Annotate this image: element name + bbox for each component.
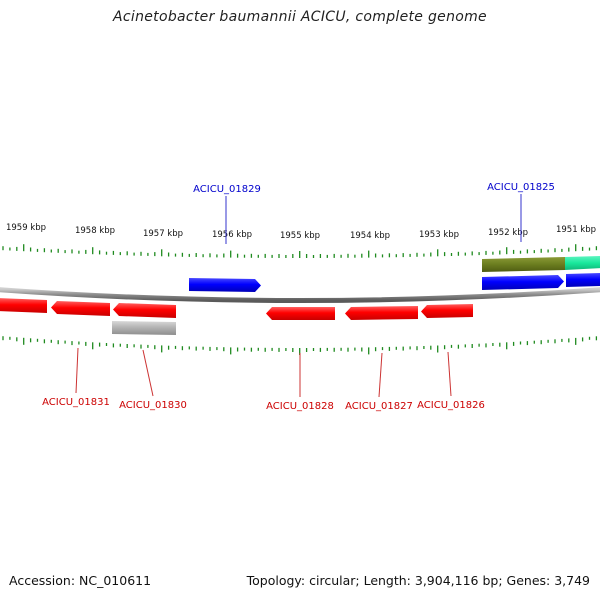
callout-line [378, 352, 383, 398]
forward-gene-acicu-01829[interactable] [189, 278, 261, 292]
reverse-gene-acicu-01827[interactable] [345, 306, 418, 320]
scale-labels: 1959 kbp 1958 kbp 1957 kbp 1956 kbp 1955… [6, 223, 596, 241]
callout-line [142, 349, 154, 397]
inner-tick-ring [2, 336, 598, 355]
reverse-gene-label: ACICU_01831 [42, 397, 110, 408]
feature-grey [112, 321, 176, 335]
feature-cyan [565, 256, 600, 270]
reverse-gene-acicu-01828[interactable] [266, 307, 335, 320]
reverse-gene-acicu-01830[interactable] [113, 303, 176, 318]
scale-label: 1957 kbp [143, 229, 183, 239]
scale-label: 1954 kbp [350, 231, 390, 241]
feature-olive [482, 257, 565, 272]
callout-line [447, 351, 452, 397]
reverse-gene-label: ACICU_01827 [345, 401, 413, 412]
forward-gene-label: ACICU_01829 [193, 184, 261, 195]
callout-line [75, 347, 79, 394]
forward-gene-acicu-01825[interactable] [482, 275, 564, 290]
reverse-gene-acicu-01831[interactable] [51, 301, 110, 316]
forward-gene-label: ACICU_01825 [487, 182, 555, 193]
genome-backbone [0, 287, 600, 303]
outer-tick-ring [2, 244, 598, 258]
scale-label: 1959 kbp [6, 223, 46, 233]
map-title: Acinetobacter baumannii ACICU, complete … [113, 9, 487, 25]
scale-label: 1956 kbp [212, 230, 252, 240]
scale-label: 1958 kbp [75, 226, 115, 236]
reverse-gene-label: ACICU_01828 [266, 401, 334, 412]
scale-label: 1953 kbp [419, 230, 459, 240]
forward-gene-partial[interactable] [566, 273, 600, 287]
reverse-gene-acicu-01826[interactable] [421, 304, 473, 318]
scale-label: 1951 kbp [556, 225, 596, 235]
accession-text: Accession: NC_010611 [9, 573, 152, 588]
reverse-gene-label: ACICU_01826 [417, 400, 485, 411]
reverse-gene-partial[interactable] [0, 298, 47, 313]
scale-label: 1955 kbp [280, 231, 320, 241]
scale-label: 1952 kbp [488, 228, 528, 238]
genome-summary-text: Topology: circular; Length: 3,904,116 bp… [246, 573, 590, 588]
reverse-gene-label: ACICU_01830 [119, 400, 187, 411]
